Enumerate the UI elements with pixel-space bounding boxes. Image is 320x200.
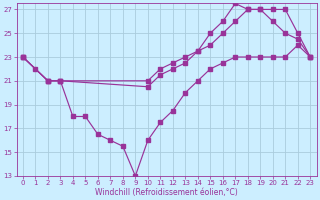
X-axis label: Windchill (Refroidissement éolien,°C): Windchill (Refroidissement éolien,°C) [95, 188, 238, 197]
